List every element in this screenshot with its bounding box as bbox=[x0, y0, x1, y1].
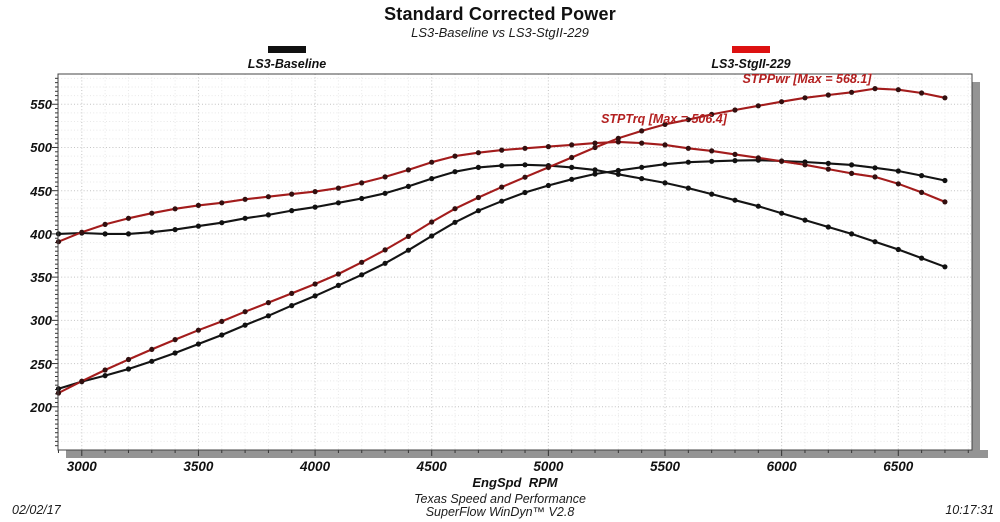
y-tick-label: 500 bbox=[30, 140, 52, 156]
legend-entry-baseline: LS3-Baseline bbox=[207, 46, 367, 73]
power-max-annotation: STPPwr [Max = 568.1] bbox=[742, 72, 872, 86]
y-tick-label: 350 bbox=[30, 270, 52, 286]
y-tick-label: 400 bbox=[30, 226, 52, 242]
footer-software: SuperFlow WinDyn™ V2.8 bbox=[425, 505, 575, 519]
report-date: 02/02/17 bbox=[12, 503, 61, 517]
stg2-swatch-icon bbox=[732, 46, 770, 53]
plot-frame bbox=[57, 73, 973, 451]
page-title: Standard Corrected Power bbox=[384, 4, 616, 24]
plot-area bbox=[58, 74, 972, 450]
y-tick-label: 550 bbox=[30, 97, 52, 113]
series-ls3-stgii-229-stppwr bbox=[55, 86, 948, 396]
chart-subtitle: LS3-Baseline vs LS3-StgII-229 bbox=[411, 25, 589, 40]
legend-label-stg2: LS3-StgII-229 bbox=[711, 57, 791, 71]
x-tick-label: 5000 bbox=[533, 459, 564, 474]
legend-entry-stg2: LS3-StgII-229 bbox=[671, 46, 831, 73]
y-tick-label: 300 bbox=[30, 313, 52, 329]
x-tick-label: 6000 bbox=[766, 459, 797, 474]
x-tick-label: 3500 bbox=[183, 459, 214, 474]
baseline-swatch-icon bbox=[268, 46, 306, 53]
footer-company: Texas Speed and Performance bbox=[414, 492, 586, 506]
x-tick-label: 6500 bbox=[883, 459, 914, 474]
x-axis-title: EngSpd RPM bbox=[472, 475, 558, 490]
legend-label-baseline: LS3-Baseline bbox=[247, 57, 327, 71]
torque-max-annotation: STPTrq [Max = 506.4] bbox=[601, 112, 727, 126]
x-tick-label: 4000 bbox=[300, 459, 331, 474]
grid-major bbox=[58, 74, 972, 450]
y-tick-label: 200 bbox=[30, 399, 52, 415]
x-tick-label: 3000 bbox=[66, 459, 97, 474]
series-ls3-stgii-229-stptrq bbox=[55, 139, 948, 245]
y-tick-label: 250 bbox=[30, 356, 52, 372]
series-ls3-baseline-stptrq bbox=[55, 162, 948, 270]
y-tick-label: 450 bbox=[30, 183, 52, 199]
x-tick-label: 5500 bbox=[649, 459, 681, 474]
x-tick-label: 4500 bbox=[416, 459, 447, 474]
frame-shadow bbox=[66, 82, 988, 458]
report-time: 10:17:31 bbox=[945, 503, 994, 517]
